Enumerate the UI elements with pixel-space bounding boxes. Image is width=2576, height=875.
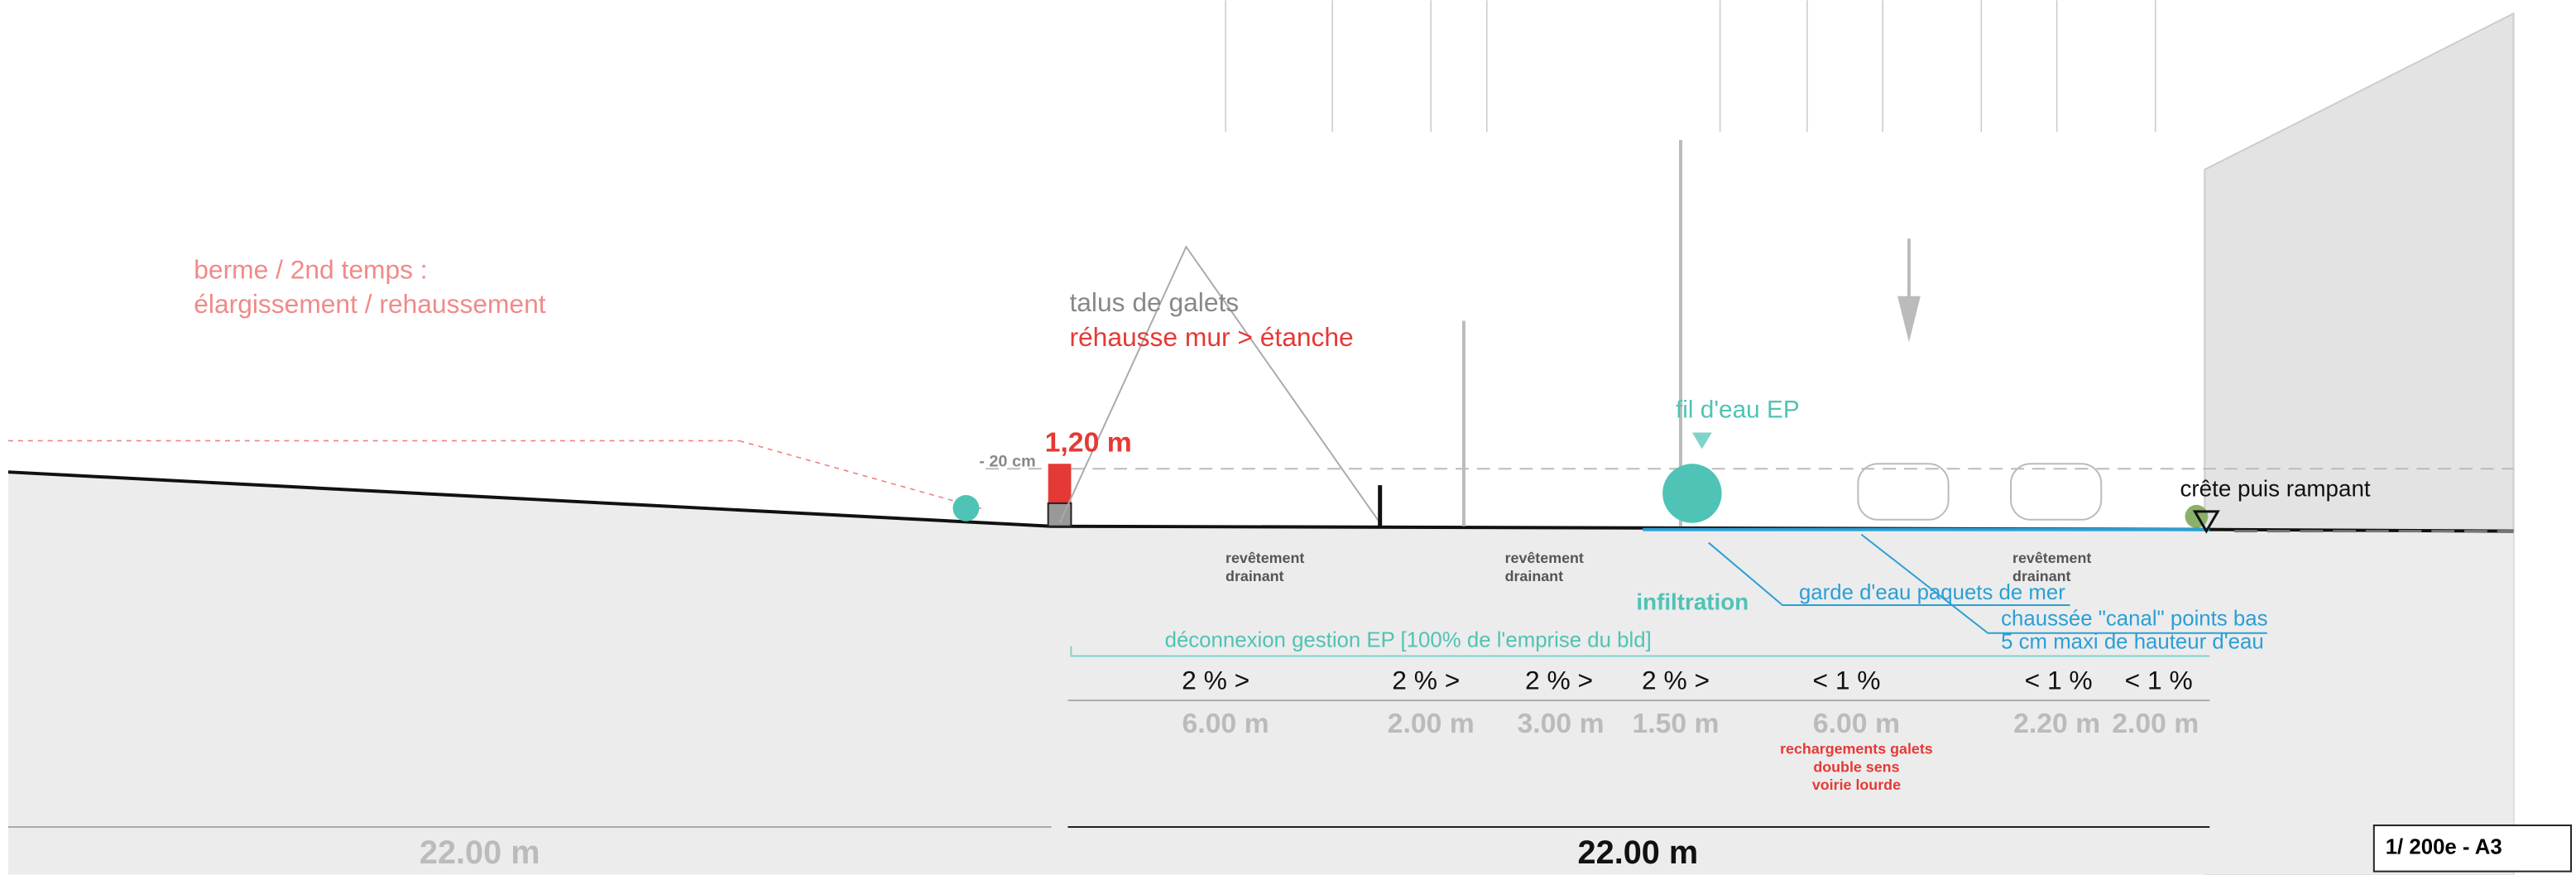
width-label: 6.00 m <box>1813 708 1900 739</box>
crete-note: crête puis rampant <box>2180 475 2371 501</box>
berme-note: berme / 2nd temps : <box>194 254 427 284</box>
surface-label: drainant <box>1505 568 1564 584</box>
garde-note: garde d'eau paquets de mer <box>1799 581 2065 604</box>
chaussee-note: 5 cm maxi de hauteur d'eau <box>2001 630 2264 653</box>
section-drawing: 1/ 200e - A3 berme / 2nd temps : élargiss… <box>0 0 2576 875</box>
width-label: 3.00 m <box>1518 708 1605 739</box>
chaussee-note: chaussée "canal" points bas <box>2001 608 2267 631</box>
surface-label: revêtement <box>2012 550 2091 566</box>
marker <box>1692 433 1712 450</box>
car <box>2011 464 2101 520</box>
deconnexion-note: déconnexion gestion EP [100% de l'empris… <box>1165 628 1652 651</box>
width-label: 6.00 m <box>1182 708 1269 739</box>
recharge-note: voirie lourde <box>1812 776 1901 793</box>
infiltration-note: infiltration <box>1636 589 1749 614</box>
slope-label: < 1 % <box>2125 666 2193 695</box>
surface-label: drainant <box>1226 568 1284 584</box>
slope-label: 2 % > <box>1392 666 1460 695</box>
fil-note: fil d'eau EP <box>1676 397 1800 424</box>
width-label: 2.00 m <box>2112 708 2199 739</box>
scale: 1/ 200e - A3 <box>2386 836 2502 859</box>
slope-label: < 1 % <box>1812 666 1880 695</box>
berme-line <box>739 440 986 509</box>
width-label: 2.20 m <box>2013 708 2100 739</box>
berme-note: élargissement / rehaussement <box>194 289 545 319</box>
width-label: 2.00 m <box>1388 708 1475 739</box>
rehausse-note: réhausse mur > étanche <box>1069 322 1353 352</box>
guide-lines <box>1226 0 2156 132</box>
total-label: 22.00 m <box>1578 834 1699 871</box>
talus-note: talus de galets <box>1069 287 1239 317</box>
slope-label: < 1 % <box>2025 666 2093 695</box>
slope-label: 2 % > <box>1525 666 1593 695</box>
arrow <box>1897 296 1921 343</box>
tree <box>1662 464 1721 522</box>
recharge-note: double sens <box>1813 758 1899 775</box>
depth-label: - 20 cm <box>979 453 1035 471</box>
shrub <box>952 495 979 522</box>
width-label: 1.50 m <box>1632 708 1719 739</box>
height-label: 1,20 m <box>1045 426 1132 458</box>
wall-raise <box>1048 464 1072 503</box>
surface-label: revêtement <box>1505 550 1584 566</box>
recharge-note: rechargements galets <box>1780 740 1933 757</box>
surface-label: drainant <box>2012 568 2071 584</box>
total-label: 22.00 m <box>420 834 540 871</box>
slope-label: 2 % > <box>1182 666 1250 695</box>
surface-label: revêtement <box>1226 550 1304 566</box>
car <box>1858 464 1948 520</box>
slope-label: 2 % > <box>1642 666 1710 695</box>
